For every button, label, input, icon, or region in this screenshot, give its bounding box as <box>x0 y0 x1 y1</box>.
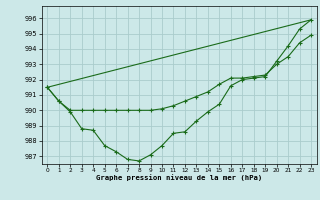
X-axis label: Graphe pression niveau de la mer (hPa): Graphe pression niveau de la mer (hPa) <box>96 175 262 181</box>
